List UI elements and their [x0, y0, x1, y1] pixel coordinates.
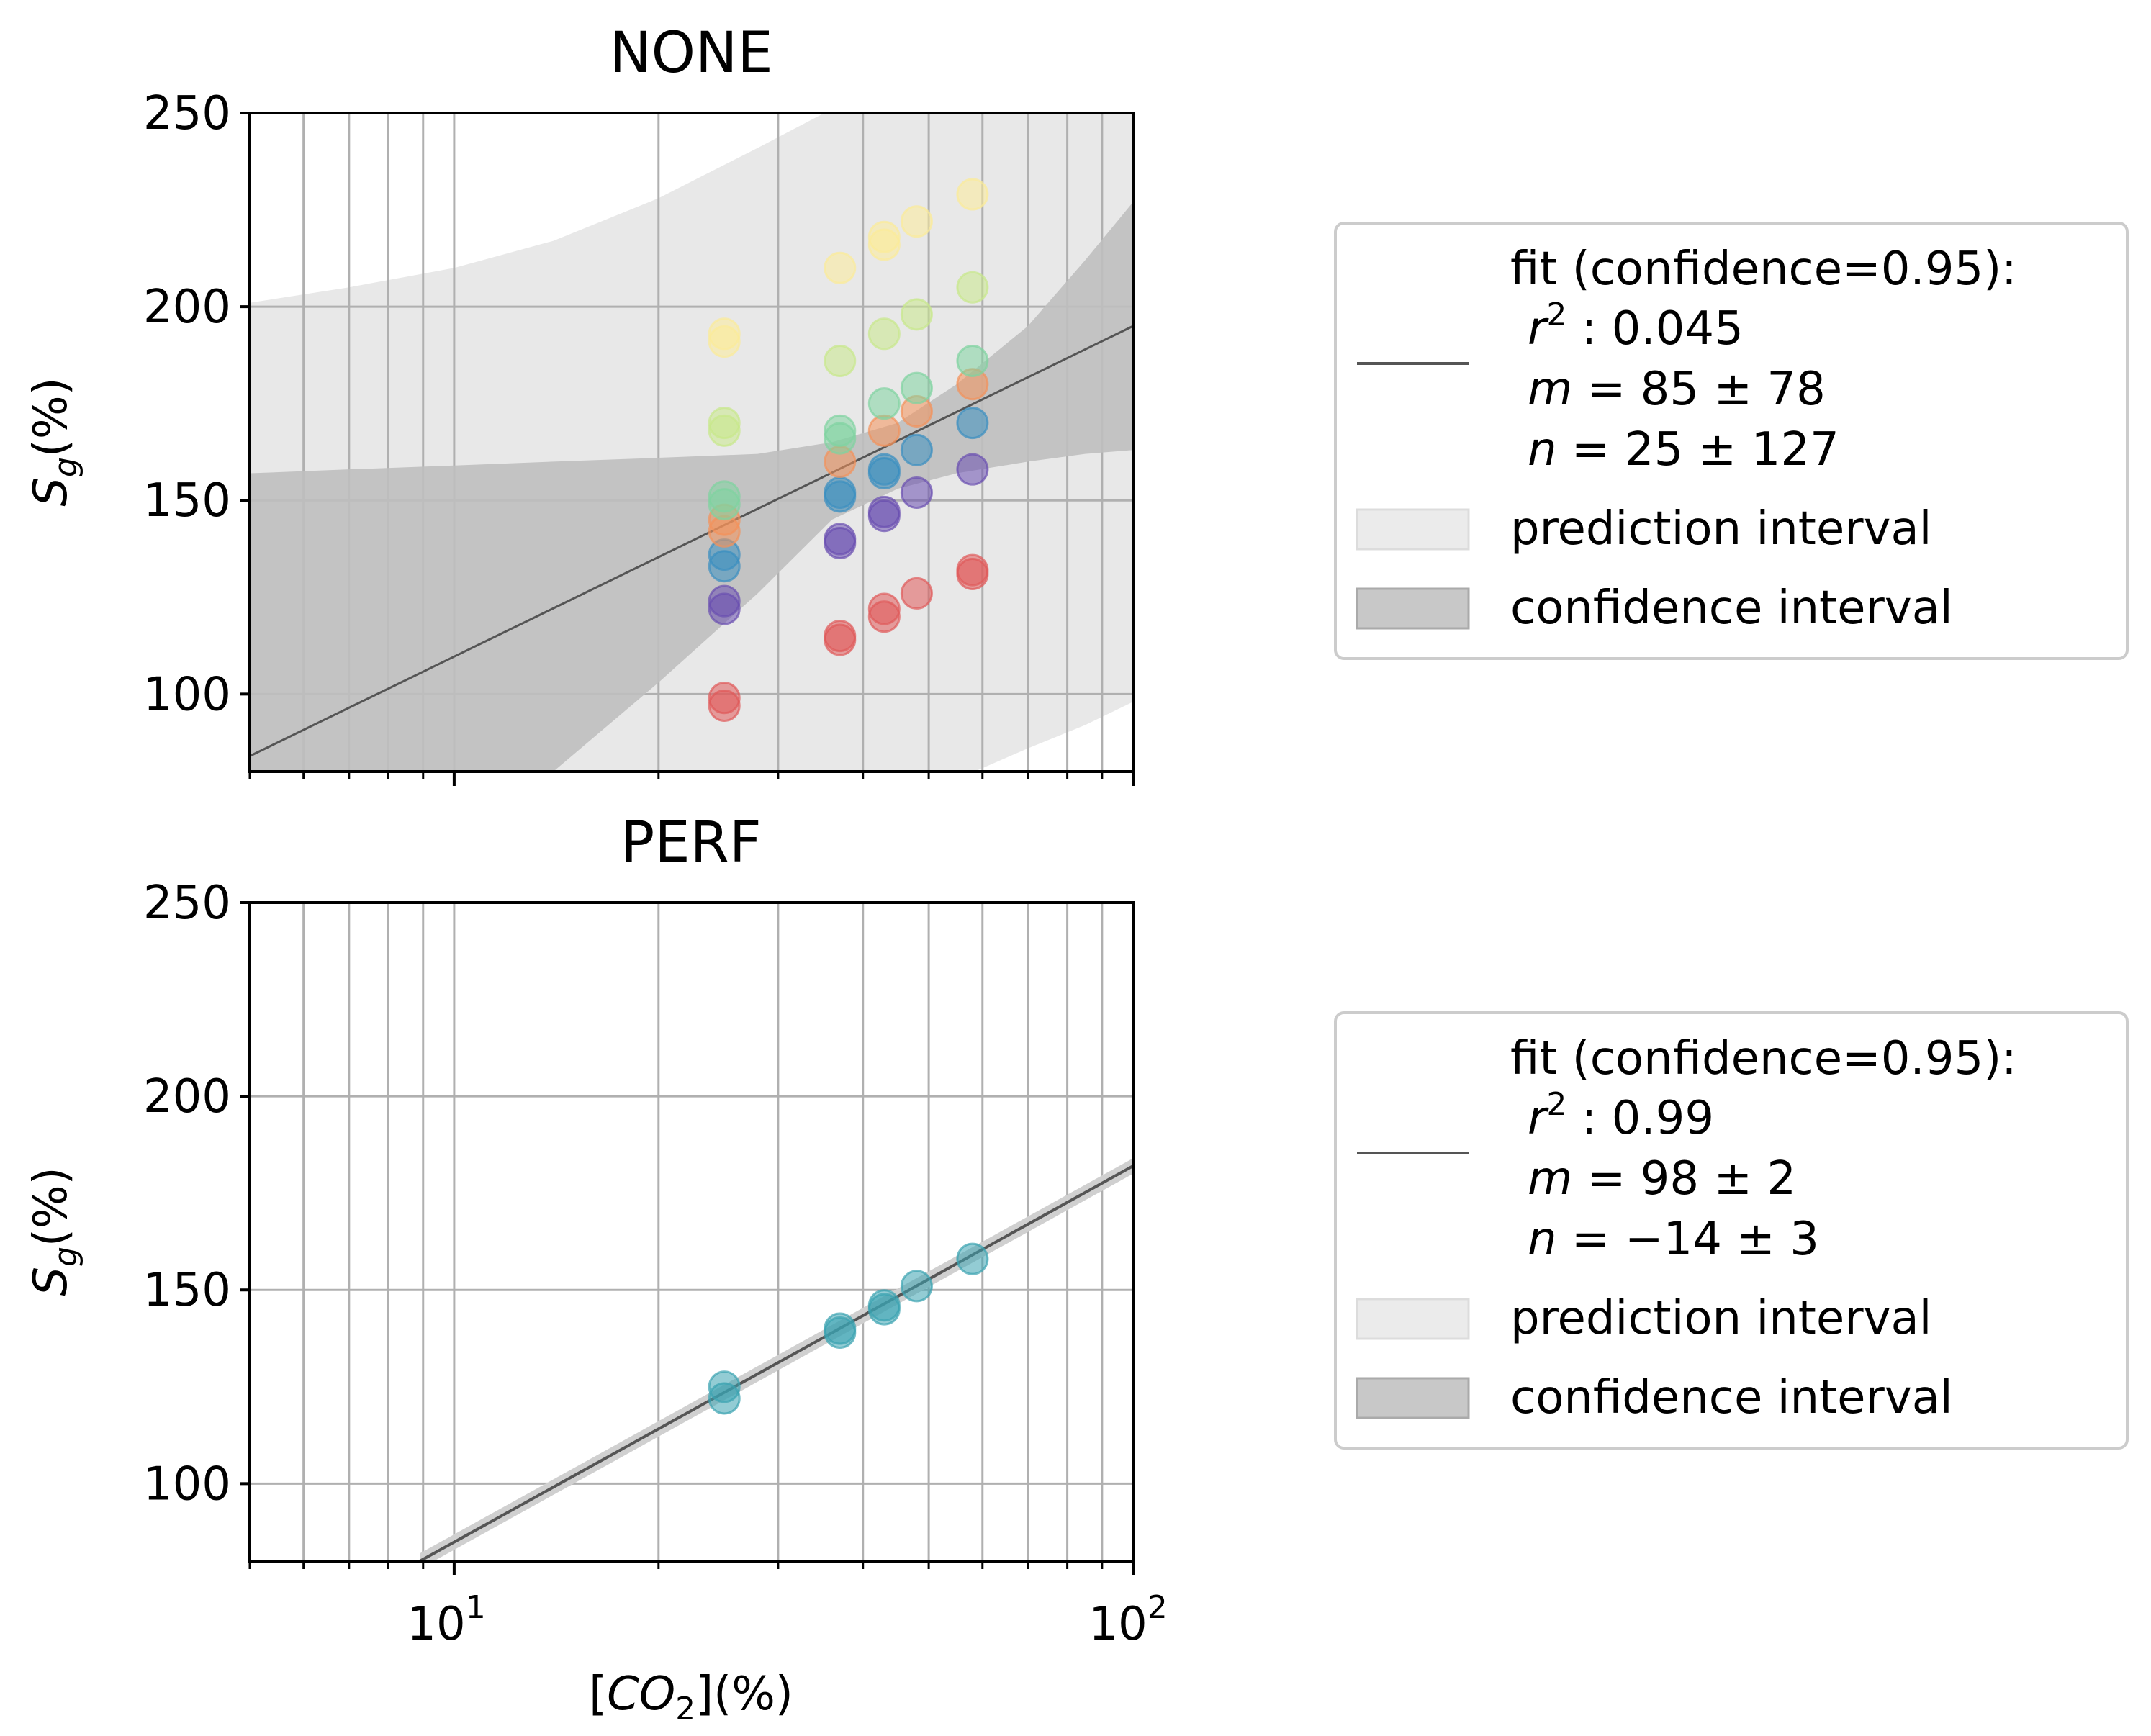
data-point-yellow: [867, 220, 901, 253]
data-point-teal: [708, 1370, 741, 1403]
data-point-teal: [867, 1289, 901, 1322]
data-point-yellow: [900, 205, 933, 238]
y-tick-label: 150: [143, 1264, 231, 1317]
fit-line: [419, 1165, 1133, 1561]
legend-confidence-swatch: [1356, 587, 1470, 630]
data-points-none: [708, 178, 989, 722]
data-point-orange: [867, 414, 901, 447]
data-point-lime: [824, 344, 857, 377]
axes-frame-none: [248, 112, 1135, 773]
panel-perf: PERF 100 150 200 250 Sg(%) 101 102 [CO2](%): [24, 810, 1168, 1727]
title-perf: PERF: [621, 810, 761, 875]
confidence-band: [250, 202, 1133, 772]
legend-r2: r2 : 0.99: [1528, 1086, 1714, 1145]
data-point-blue: [956, 407, 989, 440]
panel-none: NONE 100 150 200 250 Sg(%): [24, 21, 1135, 786]
legend-none: fit (confidence=0.95): r2 : 0.045 m = 85…: [1334, 222, 2129, 660]
y-tick-label: 250: [143, 877, 231, 930]
legend-m: m = 98 ± 2: [1528, 1152, 1796, 1206]
data-point-yellow: [708, 317, 741, 351]
y-tick-label: 150: [143, 474, 231, 528]
data-point-lime: [867, 317, 901, 351]
data-point-purple: [956, 453, 989, 486]
legend-n: n = 25 ± 127: [1528, 423, 1839, 476]
legend-prediction-swatch: [1356, 508, 1470, 551]
data-point-blue: [900, 433, 933, 466]
data-point-green: [956, 344, 989, 377]
fit-line: [250, 325, 1133, 757]
legend-prediction-swatch: [1356, 1298, 1470, 1340]
data-point-yellow: [956, 178, 989, 211]
data-point-purple: [867, 495, 901, 528]
y-tick-label: 100: [143, 668, 231, 721]
data-point-red: [824, 620, 857, 653]
data-point-blue: [824, 476, 857, 509]
data-point-red: [900, 577, 933, 610]
prediction-band: [420, 1158, 1133, 1561]
legend-confidence-label: confidence interval: [1510, 582, 1953, 635]
y-tick-label: 200: [143, 281, 231, 334]
x-ticks-perf: [248, 1561, 1135, 1575]
legend-fit-label: fit (confidence=0.95):: [1510, 243, 2017, 296]
data-point-red: [708, 682, 741, 715]
legend-confidence-swatch: [1356, 1377, 1470, 1419]
data-point-purple: [824, 523, 857, 556]
data-point-lime: [956, 271, 989, 304]
data-point-lime: [708, 407, 741, 440]
data-point-teal: [824, 1312, 857, 1345]
y-tick-label: 200: [143, 1070, 231, 1124]
data-point-green: [867, 387, 901, 420]
legend-box: [1334, 1011, 2129, 1450]
legend-r2: r2 : 0.045: [1528, 297, 1744, 356]
legend-n: n = −14 ± 3: [1528, 1213, 1819, 1266]
legend-m: m = 85 ± 78: [1528, 363, 1826, 416]
xtick-label-10-1: 101: [407, 1589, 485, 1651]
data-point-teal: [900, 1270, 933, 1303]
axes-frame-perf: [248, 901, 1135, 1563]
x-axis-label: [CO2](%): [589, 1668, 793, 1727]
data-point-red: [956, 553, 989, 587]
data-point-blue: [867, 453, 901, 486]
title-none: NONE: [609, 21, 772, 86]
plot-area-perf: [250, 903, 1133, 1561]
legend-perf: fit (confidence=0.95): r2 : 0.99 m = 98 …: [1334, 1011, 2129, 1450]
legend-box: [1334, 222, 2129, 660]
plot-area-none: [250, 113, 1133, 772]
data-point-green: [708, 480, 741, 513]
legend-prediction-label: prediction interval: [1510, 502, 1931, 556]
data-point-teal: [956, 1242, 989, 1275]
y-ticks-none: 100 150 200 250: [143, 87, 250, 721]
xtick-label-10-2: 102: [1088, 1589, 1167, 1651]
legend-confidence-label: confidence interval: [1510, 1371, 1953, 1424]
data-point-purple: [708, 584, 741, 618]
data-point-green: [824, 414, 857, 447]
data-point-purple: [900, 476, 933, 509]
data-point-lime: [900, 298, 933, 331]
grid-perf: [250, 903, 1133, 1561]
legend-fit-label: fit (confidence=0.95):: [1510, 1032, 2017, 1085]
y-tick-label: 100: [143, 1457, 231, 1511]
data-point-green: [900, 371, 933, 404]
y-axis-label-none: Sg(%): [24, 377, 84, 506]
data-point-yellow: [824, 251, 857, 284]
x-ticks-none: [248, 772, 1135, 786]
y-axis-label-perf: Sg(%): [24, 1167, 84, 1296]
data-point-red: [867, 592, 901, 625]
y-tick-label: 250: [143, 87, 231, 140]
legend-prediction-label: prediction interval: [1510, 1292, 1931, 1345]
data-points-perf: [708, 1242, 989, 1415]
y-ticks-perf: 100 150 200 250: [143, 877, 250, 1511]
